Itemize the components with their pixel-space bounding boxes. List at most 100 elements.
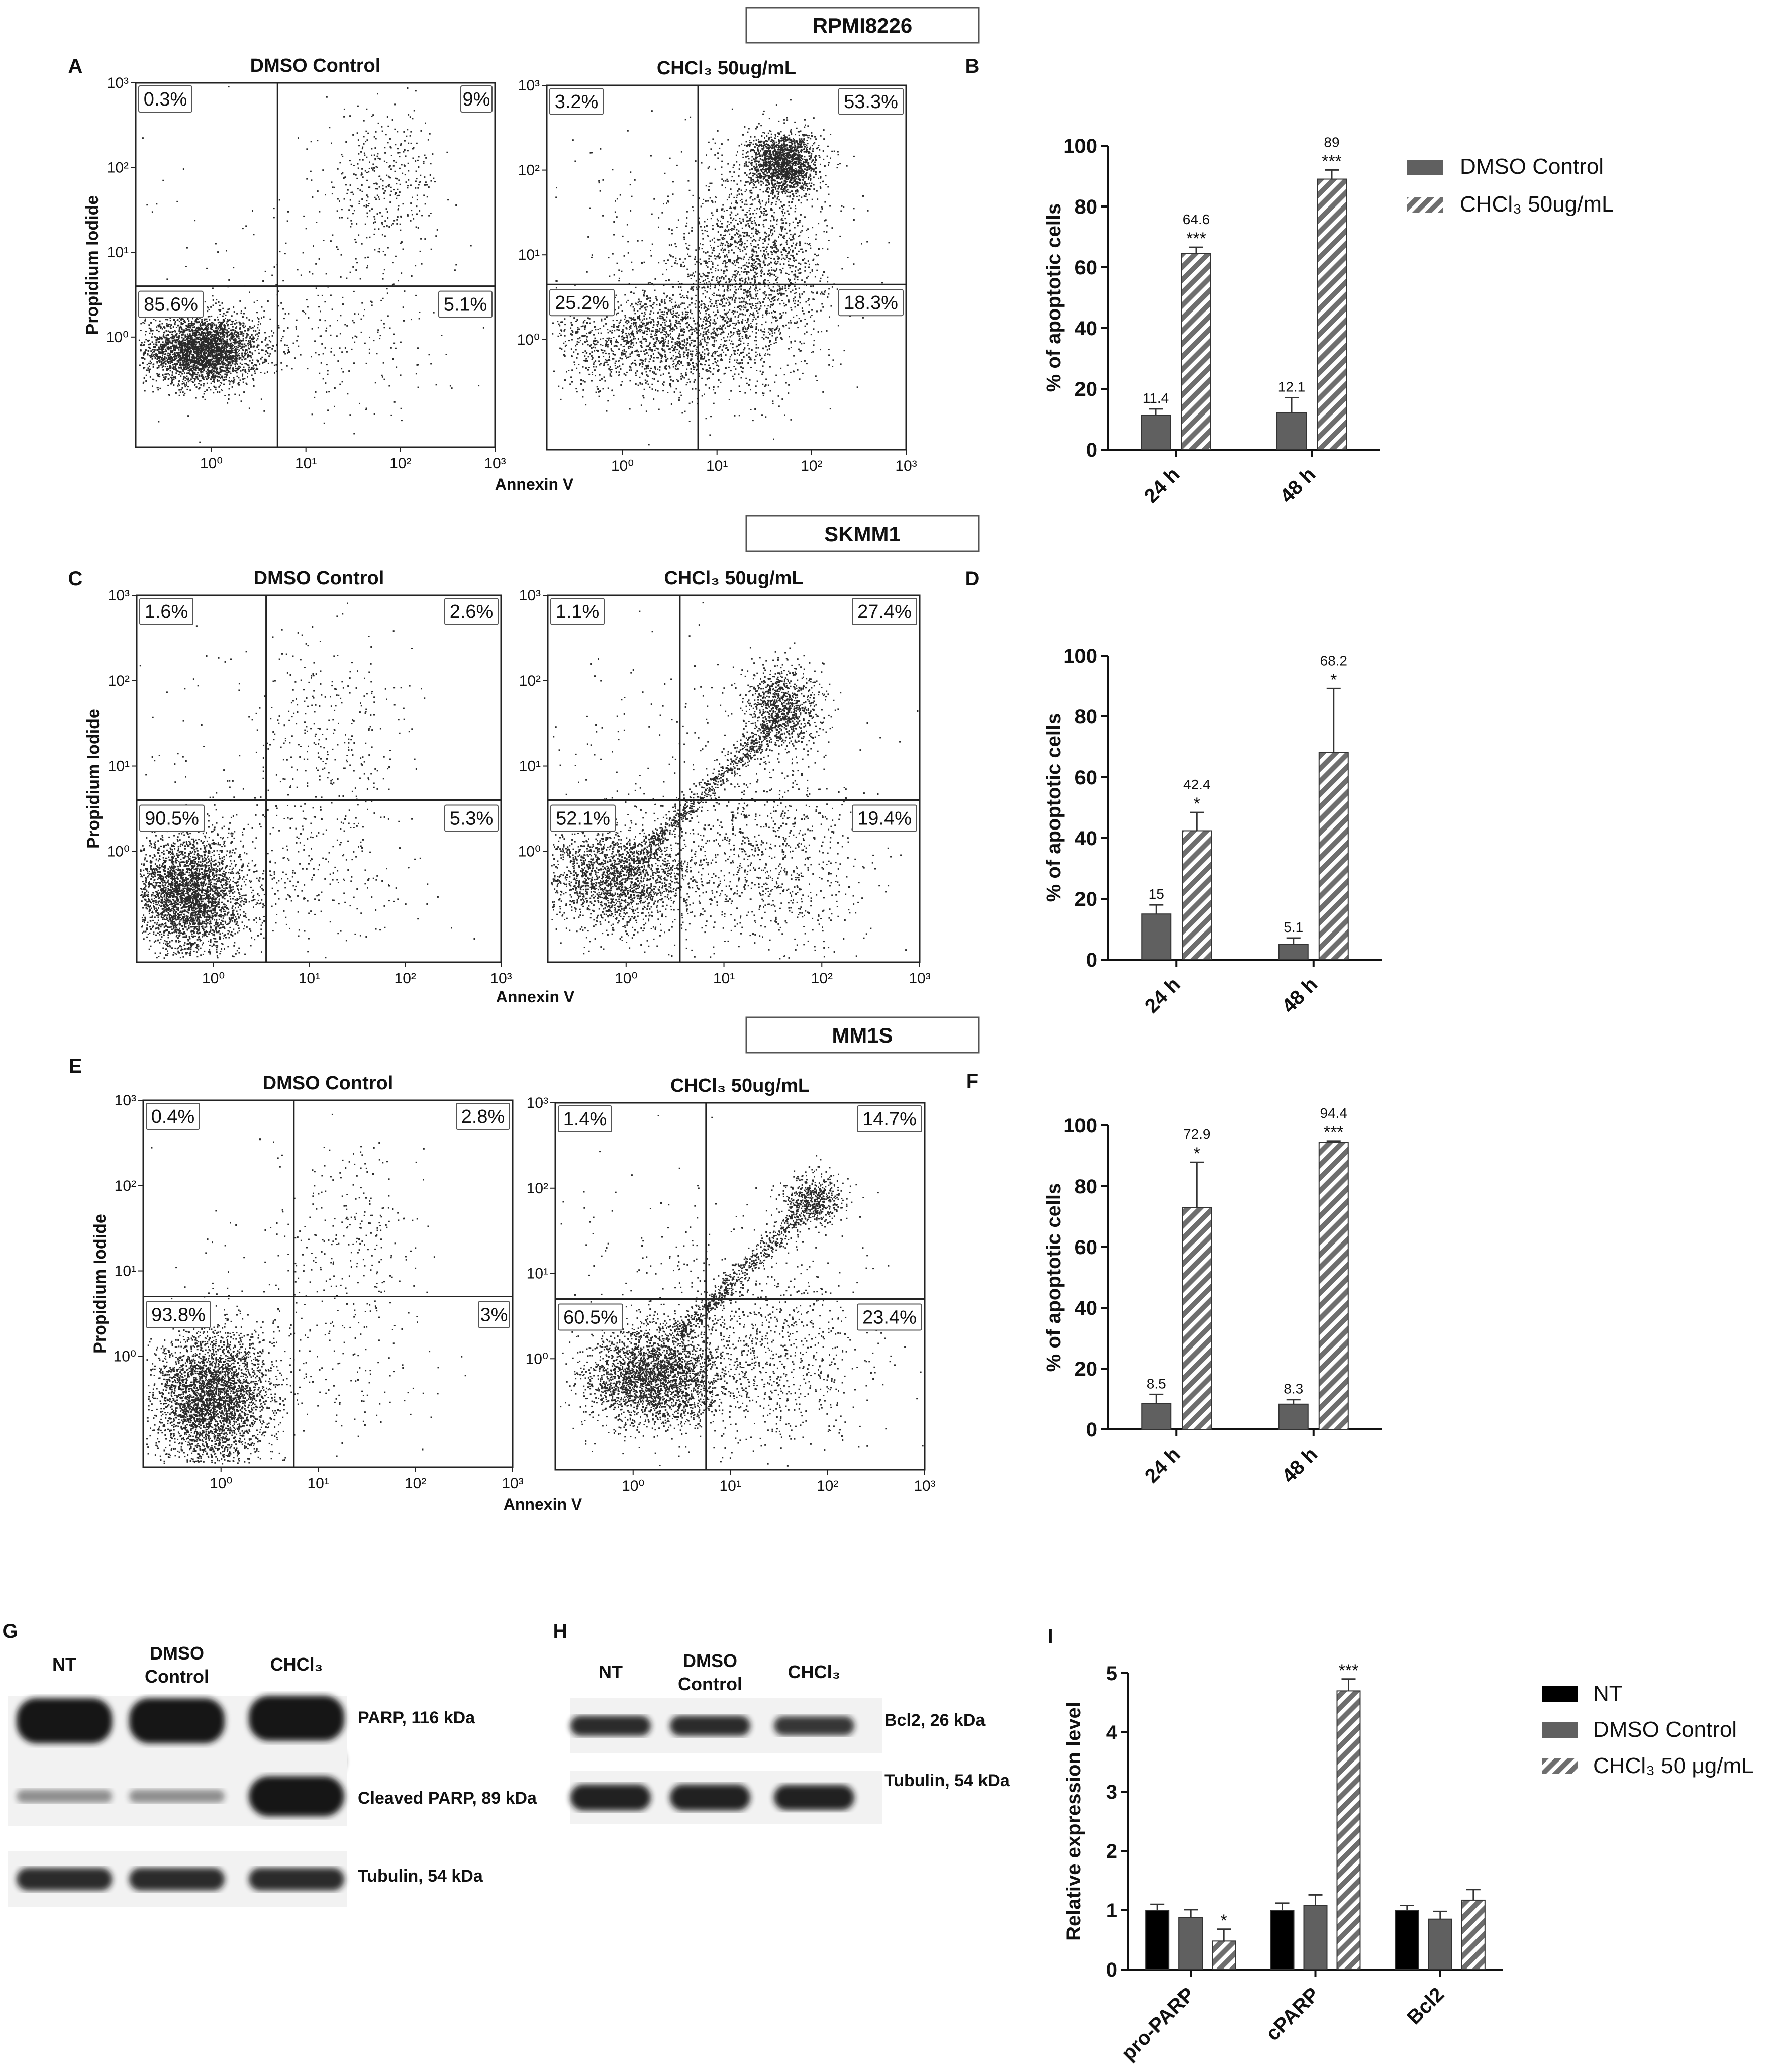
- scatter-point: [201, 368, 203, 370]
- scatter-point: [674, 348, 676, 350]
- scatter-point: [385, 134, 387, 136]
- scatter-point: [649, 370, 651, 372]
- scatter-point: [669, 348, 671, 350]
- scatter-point: [181, 334, 183, 336]
- scatter-point: [228, 361, 230, 363]
- scatter-point: [608, 353, 610, 355]
- scatter-point: [253, 325, 255, 327]
- scatter-point: [315, 352, 317, 354]
- scatter-point: [223, 357, 225, 359]
- scatter-point: [576, 341, 578, 343]
- scatter-point: [174, 353, 175, 355]
- scatter-point: [201, 341, 203, 343]
- scatter-point: [235, 365, 236, 367]
- scatter-point: [588, 332, 591, 334]
- scatter-point: [236, 372, 238, 374]
- scatter-point: [203, 340, 205, 342]
- scatter-point: [200, 352, 202, 354]
- scatter-point: [218, 373, 220, 375]
- scatter-point: [670, 333, 671, 335]
- scatter-point: [175, 335, 177, 337]
- scatter-point: [379, 158, 381, 160]
- scatter-point: [224, 319, 225, 321]
- scatter-point: [182, 369, 184, 371]
- scatter-point: [197, 318, 199, 320]
- scatter-point: [394, 193, 396, 195]
- scatter-point: [685, 344, 687, 346]
- scatter-point: [701, 300, 702, 302]
- scatter-point: [150, 330, 152, 332]
- scatter-point: [171, 379, 173, 381]
- scatter-point: [355, 258, 357, 260]
- scatter-point: [369, 161, 370, 163]
- scatter-point: [148, 371, 150, 373]
- scatter-point: [162, 351, 164, 353]
- scatter-point: [607, 387, 609, 389]
- scatter-point: [576, 332, 578, 334]
- scatter-point: [656, 304, 658, 306]
- scatter-point: [647, 365, 649, 367]
- scatter-point: [162, 365, 164, 367]
- scatter-title: DMSO Control: [250, 55, 381, 76]
- scatter-point: [236, 368, 238, 370]
- scatter-point: [229, 344, 231, 346]
- scatter-point: [240, 345, 242, 347]
- scatter-point: [163, 334, 165, 336]
- scatter-point: [358, 313, 359, 315]
- scatter-point: [696, 329, 698, 331]
- scatter-point: [225, 344, 227, 346]
- scatter-point: [344, 176, 346, 178]
- scatter-point: [180, 323, 182, 325]
- scatter-point: [357, 139, 359, 141]
- scatter-point: [629, 328, 630, 330]
- scatter-point: [621, 331, 623, 332]
- scatter-point: [209, 346, 211, 347]
- scatter-point: [249, 337, 251, 339]
- scatter-point: [246, 336, 248, 338]
- scatter-point: [691, 342, 693, 344]
- scatter-point: [420, 238, 422, 240]
- scatter-point: [671, 357, 673, 359]
- scatter-point: [152, 330, 154, 332]
- scatter-point: [143, 344, 145, 346]
- scatter-point: [244, 363, 246, 365]
- scatter-point: [182, 353, 184, 355]
- scatter-point: [716, 364, 718, 366]
- scatter-point: [264, 332, 266, 334]
- scatter-point: [168, 361, 170, 363]
- scatter-point: [235, 360, 237, 361]
- scatter-point: [404, 174, 406, 176]
- scatter-point: [696, 332, 698, 334]
- scatter-point: [640, 340, 642, 342]
- scatter-point: [237, 342, 239, 344]
- scatter-point: [687, 352, 689, 354]
- scatter-point: [397, 148, 399, 150]
- scatter-point: [215, 352, 217, 354]
- scatter-point: [602, 338, 604, 340]
- scatter-point: [201, 365, 203, 367]
- scatter-point: [153, 319, 155, 320]
- scatter-point: [198, 359, 200, 361]
- scatter-point: [708, 359, 710, 361]
- scatter-point: [240, 323, 242, 325]
- scatter-point: [230, 347, 232, 348]
- scatter-point: [478, 385, 480, 387]
- scatter-point: [648, 349, 650, 351]
- scatter-point: [172, 331, 174, 332]
- scatter-point: [644, 314, 646, 315]
- scatter-point: [584, 341, 585, 343]
- scatter-point: [609, 366, 611, 368]
- scatter-point: [181, 373, 183, 375]
- scatter-point: [688, 336, 691, 338]
- scatter-point: [228, 344, 230, 346]
- scatter-point: [759, 353, 761, 355]
- scatter-point: [180, 322, 182, 324]
- scatter-point: [259, 363, 261, 365]
- scatter-point: [161, 349, 163, 350]
- scatter-point: [383, 197, 385, 199]
- scatter-point: [196, 360, 198, 362]
- scatter-point: [145, 349, 147, 351]
- scatter-point: [196, 338, 198, 340]
- scatter-point: [657, 312, 659, 314]
- scatter-point: [164, 373, 166, 375]
